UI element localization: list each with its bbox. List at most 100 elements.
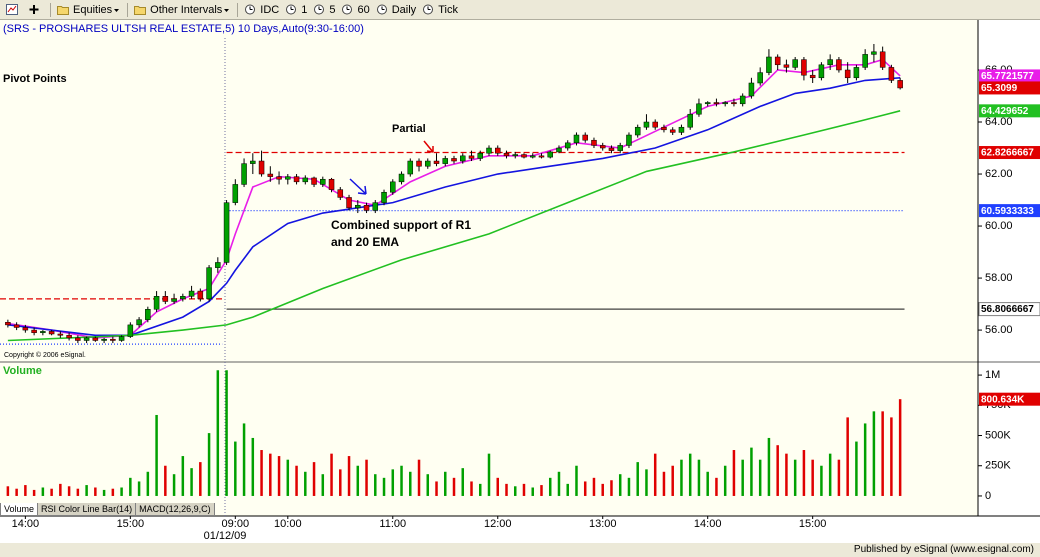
toolbar-button[interactable]: IDC [244, 2, 279, 18]
volume-bar [347, 456, 351, 496]
volume-bar [365, 459, 368, 496]
volume-bar [557, 471, 561, 496]
candle-body [48, 331, 55, 335]
candle-body [13, 324, 20, 328]
toolbar-button[interactable]: 5 [313, 2, 335, 18]
candle-body [372, 202, 379, 211]
toolbar-button[interactable]: Daily [376, 2, 416, 18]
volume-bar [137, 481, 141, 496]
volume-bar [435, 481, 438, 496]
time-axis-background [0, 516, 1040, 543]
candle-body [547, 151, 553, 158]
separator [127, 2, 129, 17]
volume-bar [723, 465, 727, 496]
icon [6, 4, 18, 15]
toolbar-item[interactable]: Other Intervals [150, 3, 223, 16]
icon [286, 4, 297, 15]
volume-bar [146, 471, 150, 496]
candle-body [381, 191, 387, 203]
volume-bar [199, 462, 202, 496]
candle-body [652, 121, 658, 128]
candle-body [390, 181, 396, 193]
icon [314, 4, 325, 15]
candle-body [451, 158, 457, 162]
volume-tag: 800.634K [981, 394, 1025, 405]
toolbar-dropdown[interactable]: Other Intervals [134, 2, 231, 18]
candle-body [337, 189, 344, 198]
volume-bar [688, 453, 692, 496]
volume-bar [487, 453, 491, 496]
candle-body [757, 72, 763, 84]
candle-body [433, 160, 440, 164]
last-price-tag-box [979, 81, 1040, 95]
footer: Published by eSignal (www.esignal.com) [853, 544, 1034, 555]
date-label: 01/12/09 [204, 530, 247, 542]
tab[interactable]: RSI Color Line Bar(14) [37, 503, 137, 516]
y-tick-label: 1M [985, 369, 1000, 381]
toolbar-item[interactable]: 5 [329, 3, 336, 16]
toolbar-item[interactable]: Tick [438, 3, 458, 16]
volume-bar [24, 485, 27, 496]
candle-body [722, 102, 728, 105]
candle-body [634, 126, 641, 136]
candle-body [110, 338, 116, 341]
candle-body [888, 67, 895, 81]
volume-bar [409, 471, 412, 496]
candle-body [311, 177, 317, 185]
copyright: Copyright © 2006 eSignal. [4, 351, 86, 359]
toolbar-button[interactable]: 1 [285, 2, 307, 18]
candle-body [83, 337, 90, 341]
volume-bar [758, 459, 762, 496]
volume-bar [531, 487, 534, 496]
toolbar-button[interactable]: Tick [422, 2, 458, 18]
candle-body [591, 139, 597, 146]
volume-bar [120, 487, 123, 496]
x-tick-label: 15:00 [799, 518, 827, 530]
candle-body [617, 145, 623, 151]
y-tick-label: 60.00 [985, 220, 1013, 232]
candle-body [827, 59, 833, 66]
y-tick-label: 58.00 [985, 272, 1013, 284]
volume-bar [636, 462, 639, 496]
candle-body [477, 152, 484, 159]
volume-bar [575, 465, 578, 496]
tab[interactable]: MACD(12,26,9,C) [135, 503, 215, 516]
candle-body [468, 155, 475, 159]
candle-body [731, 102, 737, 105]
volume-bar [750, 447, 753, 496]
toolbar: Equities Other Intervals IDC 1 5 60 Dail… [0, 0, 1040, 20]
toolbar-item[interactable]: Equities [73, 3, 113, 16]
chart-icon[interactable] [6, 2, 22, 18]
candle-body [783, 64, 790, 68]
candle-body [363, 204, 370, 211]
volume-bar [102, 489, 106, 496]
annotation: Combined support of R1 [331, 218, 471, 232]
study-label: Pivot Points [3, 73, 67, 85]
volume-bar [94, 487, 97, 496]
candle-body [696, 103, 702, 115]
ema-line [7, 110, 901, 342]
candle-body [442, 158, 449, 164]
candle-body [713, 102, 720, 105]
volume-bar [671, 465, 674, 496]
volume-bar [260, 450, 263, 496]
candle-body [871, 51, 877, 55]
toolbar-item[interactable]: 60 [357, 3, 370, 16]
volume-bar [881, 411, 884, 496]
toolbar-item[interactable]: 1 [301, 3, 308, 16]
candle-body [118, 336, 125, 341]
volume-bar [129, 477, 132, 496]
toolbar-item[interactable]: IDC [260, 3, 280, 16]
toolbar-button[interactable]: 60 [341, 2, 370, 18]
toolbar-dropdown[interactable]: Equities [57, 2, 121, 18]
candle-body [538, 155, 545, 158]
volume-tag-box [979, 392, 1040, 406]
volume-bar [426, 474, 430, 496]
tab[interactable]: Volume [0, 503, 39, 516]
candle-body [416, 160, 422, 167]
y-tick-label: 64.00 [985, 116, 1013, 128]
volume-bar [382, 477, 386, 496]
toolbar-item[interactable]: Daily [391, 3, 417, 16]
volume-bar [225, 370, 228, 496]
add-button[interactable] [28, 2, 44, 18]
